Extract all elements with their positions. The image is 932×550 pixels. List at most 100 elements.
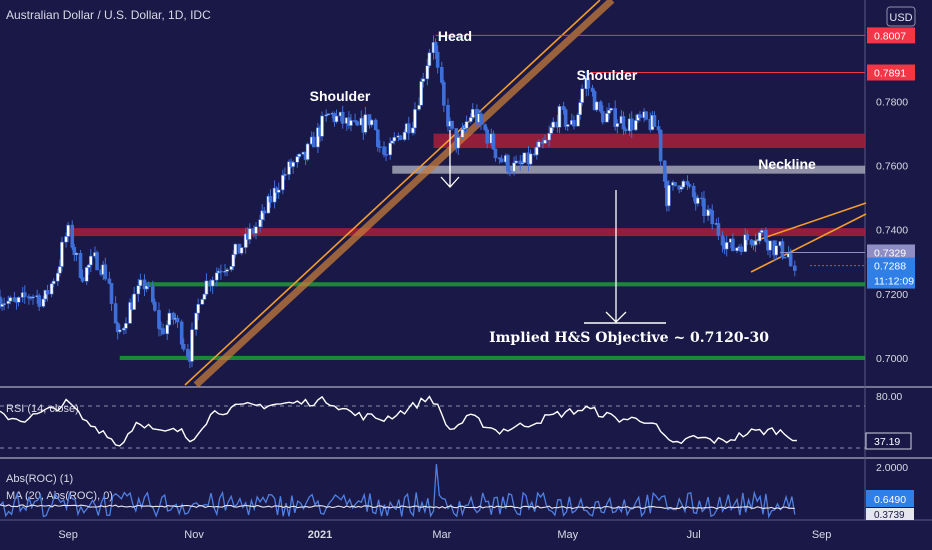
candle[interactable]	[349, 120, 353, 126]
candle[interactable]	[136, 285, 141, 295]
candle[interactable]	[210, 279, 215, 287]
candle[interactable]	[613, 108, 618, 127]
candle[interactable]	[64, 236, 68, 243]
candle[interactable]	[685, 180, 690, 185]
candle[interactable]	[132, 293, 136, 310]
candle[interactable]	[74, 252, 79, 256]
candle[interactable]	[186, 348, 190, 358]
candle[interactable]	[652, 115, 657, 127]
candle[interactable]	[305, 143, 310, 160]
candle[interactable]	[442, 82, 446, 106]
candle[interactable]	[695, 197, 700, 204]
candle[interactable]	[607, 109, 611, 114]
candle[interactable]	[22, 292, 27, 297]
candle[interactable]	[202, 293, 207, 300]
candle[interactable]	[450, 120, 454, 129]
candle[interactable]	[41, 298, 46, 307]
candle[interactable]	[268, 196, 273, 203]
candle[interactable]	[80, 277, 85, 282]
candle[interactable]	[390, 140, 395, 144]
candle[interactable]	[782, 256, 787, 259]
candle[interactable]	[774, 245, 779, 256]
candle[interactable]	[175, 317, 180, 323]
candle[interactable]	[324, 114, 328, 117]
candle[interactable]	[43, 289, 48, 300]
candle[interactable]	[190, 329, 194, 362]
candle[interactable]	[37, 295, 42, 307]
candle[interactable]	[667, 184, 671, 207]
candle[interactable]	[12, 297, 17, 302]
candle[interactable]	[491, 133, 496, 150]
candle[interactable]	[281, 174, 285, 191]
trendline-channel[interactable]	[193, 0, 615, 388]
candle[interactable]	[45, 289, 50, 295]
candle[interactable]	[764, 230, 768, 242]
candle[interactable]	[586, 77, 591, 89]
candle[interactable]	[72, 247, 77, 256]
candle[interactable]	[84, 267, 89, 282]
candle[interactable]	[706, 209, 710, 217]
candle[interactable]	[276, 189, 281, 193]
candle[interactable]	[146, 285, 151, 288]
candle[interactable]	[658, 129, 663, 162]
candle[interactable]	[780, 241, 785, 258]
candle[interactable]	[196, 303, 200, 314]
candle[interactable]	[479, 113, 483, 125]
candle[interactable]	[231, 254, 236, 267]
candle[interactable]	[687, 184, 692, 187]
candle[interactable]	[757, 232, 762, 242]
support-zone-upper[interactable]	[144, 282, 865, 287]
support-zone-lower[interactable]	[119, 355, 865, 361]
candle[interactable]	[103, 264, 108, 280]
candle[interactable]	[89, 255, 93, 266]
candle[interactable]	[165, 324, 170, 335]
candle[interactable]	[150, 286, 155, 303]
candle[interactable]	[194, 312, 198, 330]
candle[interactable]	[291, 162, 295, 167]
candle[interactable]	[506, 155, 510, 172]
candle[interactable]	[153, 301, 157, 311]
candle[interactable]	[340, 111, 345, 124]
candle[interactable]	[549, 127, 554, 134]
candle[interactable]	[66, 224, 70, 237]
rsi-line[interactable]	[0, 395, 797, 447]
candle[interactable]	[157, 309, 161, 329]
candle[interactable]	[788, 253, 793, 267]
candle[interactable]	[547, 133, 551, 141]
candle[interactable]	[520, 162, 525, 165]
candle[interactable]	[382, 146, 386, 155]
roc-ma-line[interactable]	[0, 504, 795, 510]
candle[interactable]	[78, 252, 83, 278]
candle[interactable]	[51, 280, 56, 285]
candle[interactable]	[528, 153, 533, 165]
candle[interactable]	[49, 283, 54, 295]
candle[interactable]	[497, 157, 502, 160]
candle[interactable]	[580, 88, 584, 103]
candle[interactable]	[656, 126, 661, 131]
candle[interactable]	[413, 109, 417, 129]
candle[interactable]	[470, 108, 475, 118]
candle[interactable]	[720, 235, 725, 246]
candle[interactable]	[594, 101, 599, 111]
candle[interactable]	[144, 285, 149, 290]
candle[interactable]	[421, 78, 426, 82]
candle[interactable]	[543, 139, 547, 144]
candle[interactable]	[427, 52, 432, 67]
candle[interactable]	[311, 136, 316, 148]
candle[interactable]	[662, 160, 667, 182]
candle[interactable]	[353, 120, 357, 122]
candle[interactable]	[557, 106, 562, 128]
candle[interactable]	[229, 266, 234, 270]
candle[interactable]	[260, 210, 264, 220]
resistance-zone-lower[interactable]	[68, 228, 866, 237]
candle[interactable]	[634, 120, 638, 131]
candle[interactable]	[605, 113, 609, 123]
candle[interactable]	[115, 322, 120, 333]
candle[interactable]	[320, 115, 324, 137]
neckline-zone[interactable]	[392, 165, 865, 174]
candle[interactable]	[462, 127, 467, 130]
candle[interactable]	[295, 156, 300, 163]
candle[interactable]	[485, 129, 490, 144]
candle[interactable]	[793, 265, 797, 271]
trendline-lower[interactable]	[184, 0, 601, 386]
